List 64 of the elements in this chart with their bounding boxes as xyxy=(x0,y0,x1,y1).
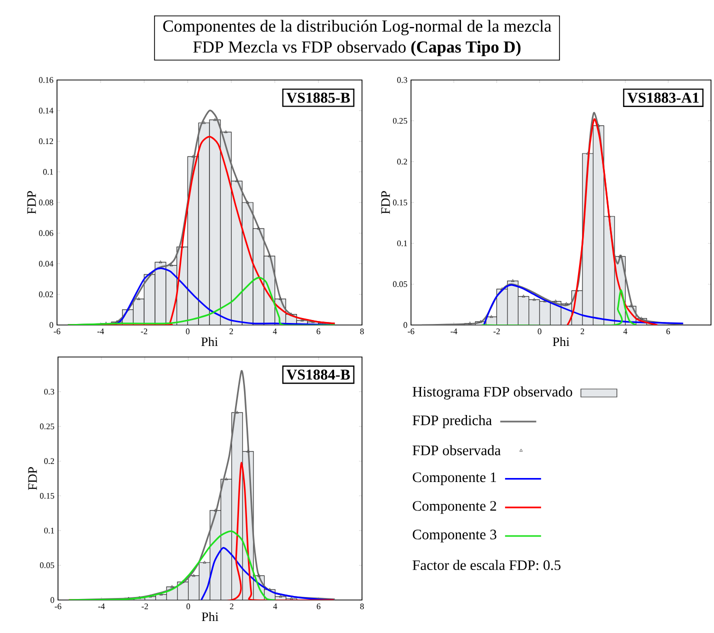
x-tick-label: -4 xyxy=(98,604,105,610)
y-tick-label: 0 xyxy=(50,322,54,328)
legend-label: FDP observada xyxy=(412,445,501,456)
x-tick-label: -4 xyxy=(97,328,104,334)
x-tick-label: -6 xyxy=(54,328,60,334)
x-tick-label: 2 xyxy=(230,604,234,610)
y-tick-label: 0 xyxy=(404,322,408,328)
y-tick-label: 0.12 xyxy=(38,138,54,144)
y-tick-label: 0.3 xyxy=(397,77,408,83)
y-tick-label: 0.15 xyxy=(392,200,408,206)
legend-label: Histograma FDP observado xyxy=(412,386,572,400)
x-axis-title: Phi xyxy=(552,337,570,346)
y-axis-title: FDP xyxy=(381,191,390,214)
x-tick-label: -2 xyxy=(494,328,500,334)
y-tick-label: 0.14 xyxy=(38,108,54,114)
y-axis-title: FDP xyxy=(28,467,37,490)
y-tick-label: 0.1 xyxy=(44,528,54,534)
legend-label: FDP predicha xyxy=(412,415,492,428)
y-tick-label: 0.1 xyxy=(397,240,407,246)
text: FDP Mezcla vs FDP observado (Capas Tipo D) xyxy=(193,40,520,56)
y-tick-label: 0.25 xyxy=(392,118,408,124)
y-tick-label: 0.16 xyxy=(38,77,54,83)
y-tick-label: 0.05 xyxy=(392,281,408,288)
y-tick-label: 0.02 xyxy=(38,292,54,298)
x-tick-label: 8 xyxy=(360,328,364,334)
x-tick-label: 4 xyxy=(273,604,278,610)
x-tick-label: 0 xyxy=(538,328,542,334)
x-tick-label: 4 xyxy=(272,328,277,334)
y-tick-label: 0.3 xyxy=(44,388,54,395)
legend-label: Componente 1 xyxy=(412,472,496,486)
x-axis-title: Phi xyxy=(201,337,218,346)
x-tick-label: 2 xyxy=(580,328,584,334)
legend-label: Componente 3 xyxy=(412,530,496,542)
x-tick-label: -2 xyxy=(140,328,148,334)
y-tick-label: 0.15 xyxy=(40,492,54,499)
y-tick-label: 0.04 xyxy=(38,260,54,267)
x-tick-label: 6 xyxy=(666,328,670,334)
text: VS1884-B xyxy=(286,370,350,380)
x-tick-label: 8 xyxy=(360,604,364,610)
x-axis-title: Phi xyxy=(202,612,218,622)
y-tick-label: 0.1 xyxy=(43,169,53,175)
x-tick-label: -6 xyxy=(408,328,414,334)
x-tick-label: -6 xyxy=(54,604,62,610)
y-tick-label: 0 xyxy=(50,597,54,603)
text: VS1883-A1 xyxy=(627,92,699,103)
x-tick-label: 0 xyxy=(186,604,190,610)
x-tick-label: 0 xyxy=(186,328,190,334)
y-tick-label: 0.05 xyxy=(40,562,54,568)
x-tick-label: 4 xyxy=(623,328,628,334)
y-tick-label: 0.2 xyxy=(44,458,54,464)
y-tick-label: 0.25 xyxy=(40,424,54,430)
y-tick-label: 0.08 xyxy=(38,200,54,206)
text: Componentes de la distribución Log-normal de la mezcla xyxy=(163,20,552,36)
y-tick-label: 0.06 xyxy=(38,230,54,236)
legend-label: Componente 2 xyxy=(412,501,496,514)
y-tick-label: 0.2 xyxy=(397,158,408,165)
x-tick-label: 6 xyxy=(316,328,320,334)
text: Factor de escala FDP: 0.5 xyxy=(412,560,560,570)
x-tick-label: 2 xyxy=(230,328,233,334)
x-tick-label: -2 xyxy=(142,604,148,610)
x-tick-label: 6 xyxy=(316,604,320,610)
text: VS1885-B xyxy=(286,92,350,103)
x-tick-label: -4 xyxy=(450,328,458,334)
y-axis-title: FDP xyxy=(27,191,36,214)
